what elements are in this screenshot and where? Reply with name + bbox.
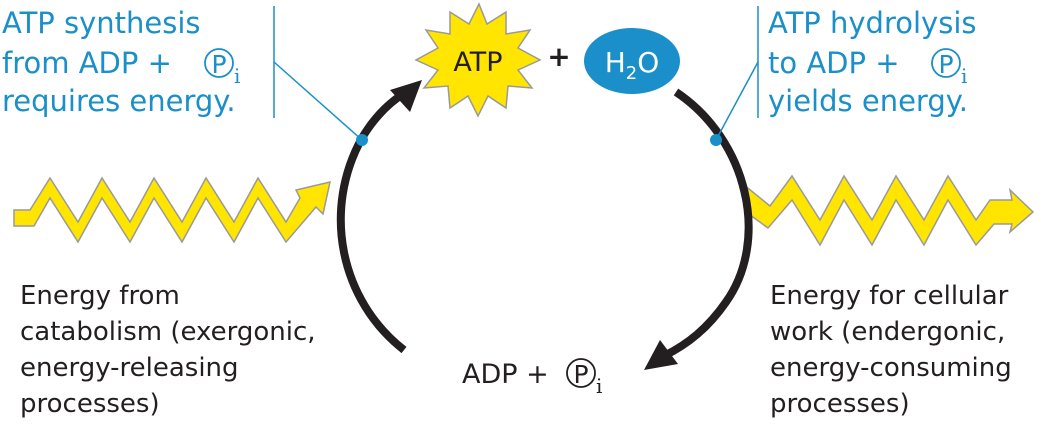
atp-starburst-icon <box>414 2 542 118</box>
cellular-work-label-line4: processes) <box>770 389 910 419</box>
synthesis-phosphate-symbol: P <box>211 50 226 79</box>
water-ellipse-icon <box>584 28 680 94</box>
hydrolysis-callout-dot <box>710 134 722 146</box>
adp-phosphate-symbol: P <box>573 360 588 389</box>
cellular-work-label-line2: work (endergonic, <box>770 317 1005 347</box>
synthesis-cycle-arrow <box>336 88 409 354</box>
catabolism-label-line3: energy-releasing <box>20 353 239 383</box>
hydrolysis-callout-line <box>715 61 759 141</box>
hydrolysis-phosphate-sub: i <box>961 64 967 88</box>
synthesis-callout-line <box>273 61 363 141</box>
adp-phosphate-sub: i <box>596 374 602 398</box>
adp-label: ADP + <box>462 359 549 390</box>
hydrolysis-phosphate-circle-icon <box>931 48 961 78</box>
synthesis-note-line2: from ADP + <box>2 46 172 80</box>
cellular-work-label-line3: energy-consuming <box>770 353 1012 383</box>
hydrolysis-arrowhead-icon <box>644 340 678 370</box>
synthesis-arrowhead-icon <box>390 80 422 112</box>
adp-phosphate-circle-icon <box>566 358 596 388</box>
hydrolysis-note-line3: yields energy. <box>768 84 968 118</box>
hydrolysis-cycle-arrow <box>662 88 753 360</box>
catabolism-label-line2: catabolism (exergonic, <box>20 317 316 347</box>
synthesis-phosphate-circle-icon <box>204 48 234 78</box>
energy-output-zigzag-icon <box>736 174 1035 247</box>
synthesis-note-line1: ATP synthesis <box>2 6 201 40</box>
catabolism-label-line4: processes) <box>20 389 160 419</box>
plus-sign: + <box>547 40 570 73</box>
synthesis-note-line3: requires energy. <box>2 84 236 118</box>
water-label: H2O <box>605 46 660 84</box>
energy-input-zigzag-icon <box>13 176 331 244</box>
cellular-work-label-line1: Energy for cellular <box>770 281 1009 311</box>
catabolism-label-line1: Energy from <box>20 281 180 311</box>
hydrolysis-note-line2: to ADP + <box>768 46 900 80</box>
synthesis-callout-dot <box>356 134 368 146</box>
hydrolysis-note-line1: ATP hydrolysis <box>768 6 976 40</box>
synthesis-phosphate-sub: i <box>234 64 240 88</box>
hydrolysis-phosphate-symbol: P <box>938 50 953 79</box>
atp-label: ATP <box>453 47 502 78</box>
